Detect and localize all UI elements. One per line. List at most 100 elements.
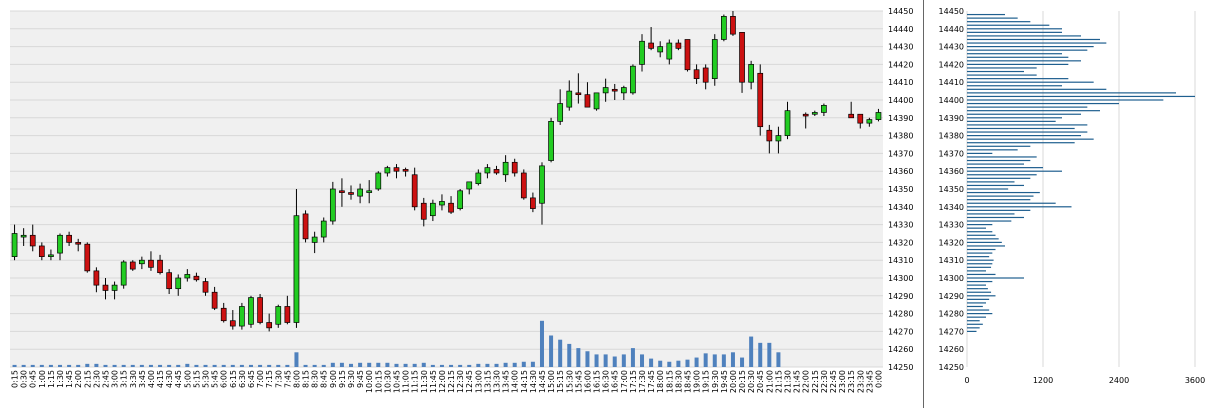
time-tick-label: 2:15 (83, 370, 92, 388)
profile-bar (967, 241, 1002, 243)
candle-body (211, 291, 218, 309)
volume-bar (758, 342, 763, 367)
profile-price-label: 14430 (939, 43, 964, 52)
volume-bar (358, 362, 363, 367)
volume-bar (703, 353, 708, 367)
time-tick-label: 0:00 (874, 370, 883, 388)
profile-bar (967, 110, 1100, 112)
candle-body (239, 306, 245, 327)
profile-price-label: 14360 (939, 167, 964, 176)
price-tick-label: 14370 (888, 149, 913, 158)
profile-price-label: 14370 (939, 149, 964, 158)
volume-bar (294, 352, 299, 367)
volume-bar (48, 364, 53, 367)
price-axis-labels: 14250 14260 14270 14280 14290 14300 14310 14320… (888, 7, 913, 372)
volume-bar (730, 352, 735, 367)
profile-bar (967, 142, 1075, 144)
candle-body (511, 161, 518, 174)
profile-bar (967, 216, 1024, 219)
volume-bar (312, 364, 317, 367)
time-tick-label: 14:30 (529, 370, 538, 393)
profile-bar (967, 295, 996, 297)
volume-bar (640, 354, 645, 367)
profile-bar (967, 102, 1119, 105)
volume-bar (439, 364, 444, 367)
candle-body (75, 242, 82, 245)
profile-bar (967, 156, 1037, 158)
candle-body (157, 259, 163, 274)
candle-body (48, 254, 54, 257)
candle-body (821, 104, 827, 113)
volume-bar (539, 320, 544, 367)
profile-bar (967, 184, 1024, 187)
time-tick-label: 17:30 (638, 370, 647, 393)
profile-price-label: 14280 (939, 310, 964, 319)
candle-body (775, 135, 782, 142)
time-tick-label: 19:00 (693, 370, 702, 393)
time-tick-label: 5:45 (211, 370, 220, 388)
candle-body (193, 275, 200, 281)
profile-bar (967, 280, 993, 283)
profile-bar (967, 238, 999, 240)
time-tick-label: 16:30 (602, 370, 611, 393)
profile-price-label: 14290 (939, 292, 964, 301)
volume-bar (221, 364, 226, 367)
profile-bar (967, 327, 980, 329)
profile-price-label: 14310 (939, 256, 964, 265)
volume-bar (139, 364, 144, 367)
candle-body (57, 234, 63, 254)
candle-body (320, 220, 327, 238)
profile-price-label: 14450 (939, 7, 964, 16)
candle-body (402, 169, 409, 172)
candle-body (648, 42, 654, 49)
volume-bar (30, 364, 35, 367)
profile-volume-label: 0 (964, 376, 969, 385)
volume-bar (239, 364, 244, 367)
candle-body (857, 113, 864, 124)
profile-bar (967, 188, 1009, 190)
candle-body (293, 215, 300, 323)
volume-bar (58, 364, 63, 367)
price-tick-label: 14450 (888, 7, 913, 16)
profile-bar (967, 78, 1069, 80)
profile-bar (967, 209, 1031, 211)
profile-bar (967, 199, 1031, 201)
volume-bar (485, 363, 490, 367)
candle-body (711, 39, 718, 79)
candle-body (311, 236, 318, 243)
profile-bar (967, 227, 986, 229)
profile-bar (967, 270, 986, 272)
volume-bar (158, 364, 163, 367)
candle-body (357, 188, 363, 197)
time-tick-label: 8:45 (320, 370, 329, 388)
time-tick-label: 21:15 (774, 370, 783, 393)
profile-bar (967, 28, 1062, 30)
price-tick-label: 14380 (888, 132, 913, 141)
profile-price-label: 14400 (939, 96, 964, 105)
profile-bar (967, 49, 1088, 51)
time-tick-label: 1:00 (38, 370, 47, 388)
time-tick-label: 12:00 (438, 370, 447, 393)
time-tick-label: 3:00 (111, 370, 120, 388)
volume-bar (367, 362, 372, 367)
candle-body (66, 234, 72, 243)
time-tick-label: 3:15 (120, 370, 129, 388)
profile-bar (967, 288, 988, 290)
profile-bar (967, 70, 1024, 73)
volume-bar (121, 364, 126, 367)
time-tick-label: 19:15 (702, 370, 711, 393)
time-tick-label: 1:15 (47, 370, 56, 388)
time-tick-label: 4:30 (165, 370, 174, 388)
profile-price-label: 14250 (939, 363, 964, 372)
volume-bar (67, 364, 72, 367)
price-tick-label: 14410 (888, 78, 913, 87)
time-tick-label: 6:15 (229, 370, 238, 388)
volume-bar (403, 363, 408, 367)
candle-body (420, 202, 427, 220)
candle-body (675, 42, 682, 49)
time-tick-label: 16:15 (593, 370, 602, 393)
time-tick-label: 0:45 (29, 370, 38, 388)
profile-bar (967, 320, 980, 322)
time-tick-label: 4:45 (174, 370, 183, 388)
candle-body (375, 172, 382, 190)
